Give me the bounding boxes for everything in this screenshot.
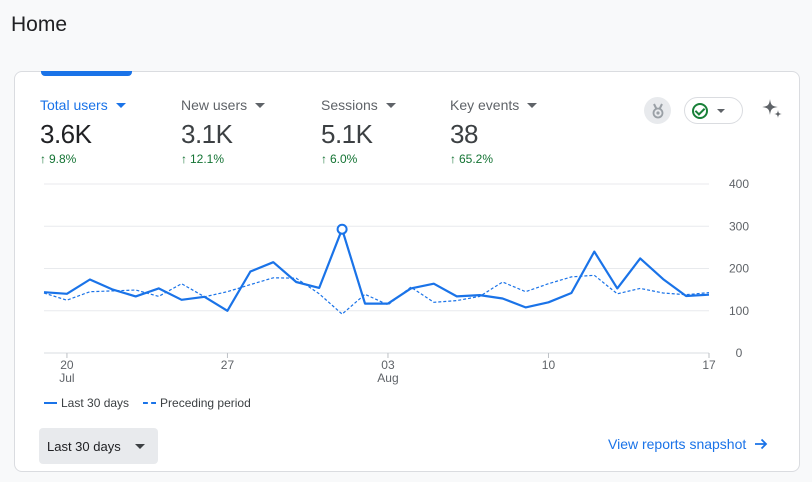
x-tick-label: 17 (702, 358, 716, 372)
metric-change: ↑ 12.1% (181, 152, 265, 166)
metric-change: ↑ 9.8% (40, 152, 126, 166)
metric-sessions[interactable]: Sessions 5.1K ↑ 6.0% (321, 96, 396, 166)
metric-value: 38 (450, 119, 478, 149)
caret-down-icon (717, 108, 725, 113)
page-title: Home (11, 13, 68, 36)
metric-value: 3.1K (181, 119, 233, 149)
metric-change: ↑ 6.0% (321, 152, 396, 166)
x-tick-month-label: Jul (59, 371, 74, 385)
metric-label: Key events (450, 97, 520, 113)
series-line-last-30-days (43, 228, 710, 312)
metric-label: Total users (40, 97, 108, 113)
arrow-right-icon (755, 438, 768, 450)
active-tab-indicator (41, 71, 132, 76)
legend-swatch (143, 402, 157, 404)
summary-card: Total users 3.6K ↑ 9.8% New users 3.1K ↑… (14, 71, 800, 472)
snapshot-link-label: View reports snapshot (608, 436, 747, 452)
highlight-point[interactable] (336, 223, 348, 235)
arrow-up-icon: ↑ (450, 152, 456, 166)
x-tick-label: 27 (221, 358, 235, 372)
x-tick-label: 20 (60, 358, 74, 372)
legend-label: Preceding period (160, 396, 251, 410)
metric-key-events[interactable]: Key events 38 ↑ 65.2% (450, 96, 538, 166)
x-tick-label: 10 (542, 358, 556, 372)
arrow-up-icon: ↑ (181, 152, 187, 166)
metric-change-value: 9.8% (49, 152, 77, 166)
date-range-dropdown[interactable]: Last 30 days (39, 428, 158, 464)
legend-item-current[interactable]: Last 30 days (44, 396, 129, 410)
x-tick-label: 03 (381, 358, 395, 372)
sparkle-icon[interactable] (759, 96, 785, 122)
metric-change-value: 65.2% (459, 152, 494, 166)
metric-change-value: 12.1% (190, 152, 225, 166)
metric-change: ↑ 65.2% (450, 152, 537, 166)
caret-down-icon (385, 102, 396, 108)
series-line-preceding-period (43, 274, 710, 315)
caret-down-icon (134, 443, 145, 449)
caret-down-icon (527, 102, 538, 108)
legend-swatch (44, 402, 57, 404)
insights-button[interactable] (644, 97, 671, 124)
legend-label: Last 30 days (61, 396, 130, 410)
x-tick-month-label: Aug (377, 371, 398, 385)
arrow-up-icon: ↑ (40, 152, 46, 166)
status-dropdown[interactable] (684, 97, 743, 124)
legend-item-previous[interactable]: Preceding period (143, 396, 251, 410)
y-tick-label: 0 (736, 346, 743, 360)
y-tick-label: 400 (729, 177, 749, 191)
metric-label: New users (181, 97, 248, 113)
metric-total-users[interactable]: Total users 3.6K ↑ 9.8% (40, 96, 126, 166)
check-circle-icon (692, 102, 708, 119)
metric-label: Sessions (321, 97, 378, 113)
chart-legend: Last 30 days Preceding period (44, 396, 251, 410)
metric-change-value: 6.0% (330, 152, 358, 166)
caret-down-icon (115, 102, 126, 108)
y-tick-label: 100 (729, 304, 749, 318)
arrow-up-icon: ↑ (321, 152, 327, 166)
metric-new-users[interactable]: New users 3.1K ↑ 12.1% (181, 96, 266, 166)
metric-value: 3.6K (40, 119, 92, 149)
date-range-label: Last 30 days (47, 438, 121, 454)
y-tick-label: 300 (729, 219, 749, 233)
y-tick-label: 200 (729, 262, 749, 276)
caret-down-icon (255, 102, 266, 108)
view-reports-snapshot-link[interactable]: View reports snapshot (608, 436, 768, 452)
metric-value: 5.1K (321, 119, 373, 149)
medal-icon (652, 103, 663, 118)
